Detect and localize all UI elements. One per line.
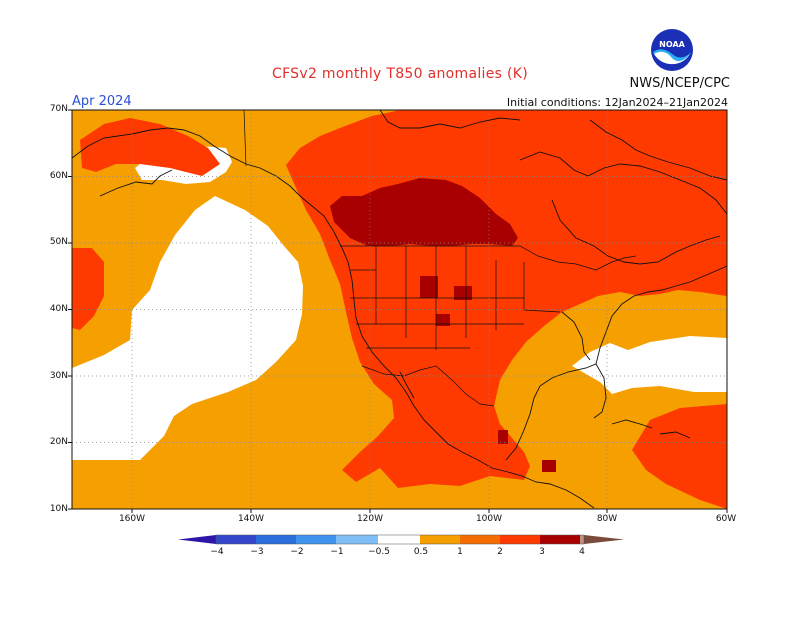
colorbar-label: 2 <box>497 547 503 557</box>
anomaly-region-1-2-atlantic <box>632 404 727 509</box>
lat-label-30n: 30N <box>49 371 68 381</box>
colorbar-label: 0.5 <box>413 547 429 557</box>
lat-label-40n: 40N <box>49 304 68 314</box>
colorbar <box>178 534 624 545</box>
colorbar-segment <box>296 535 336 544</box>
lon-label-160w: 160W <box>118 514 146 524</box>
anomaly-cell-2-3-a <box>420 276 438 298</box>
lat-label-10n: 10N <box>49 504 68 514</box>
colorbar-label: −4 <box>210 547 224 557</box>
lon-label-80w: 80W <box>596 514 618 524</box>
svg-text:NOAA: NOAA <box>659 40 685 49</box>
anomaly-cell-2-3-b <box>454 286 472 300</box>
initial-conditions: Initial conditions: 12Jan2024–21Jan2024 <box>506 96 728 109</box>
anomaly-cell-2-3-d <box>542 460 556 472</box>
colorbar-segment <box>500 535 540 544</box>
colorbar-segment <box>420 535 460 544</box>
anomaly-cell-2-3-c <box>436 314 450 326</box>
borders <box>243 110 637 407</box>
map-title: CFSv2 monthly T850 anomalies (K) <box>272 66 528 82</box>
lon-label-120w: 120W <box>356 514 384 524</box>
colorbar-label: −0.5 <box>368 547 390 557</box>
grid-lines <box>72 110 727 509</box>
colorbar-arrow-high <box>584 535 624 544</box>
anomaly-region-neutral-pacific <box>72 196 303 460</box>
colorbar-segment <box>216 535 256 544</box>
colorbar-label: −2 <box>290 547 304 557</box>
colorbar-arrow-low <box>178 535 216 544</box>
colorbar-segment <box>580 535 584 544</box>
colorbar-label: −3 <box>250 547 264 557</box>
org-label: NWS/NCEP/CPC <box>629 76 730 91</box>
coastlines <box>72 110 727 509</box>
colorbar-label: 4 <box>579 547 585 557</box>
lat-label-60n: 60N <box>49 171 68 181</box>
lat-label-20n: 20N <box>49 437 68 447</box>
colorbar-segment <box>378 535 420 544</box>
axis-ticks <box>68 109 728 513</box>
colorbar-segment <box>336 535 378 544</box>
colorbar-segment <box>460 535 500 544</box>
colorbar-label: 3 <box>539 547 545 557</box>
lat-label-70n: 70N <box>49 104 68 114</box>
lat-label-50n: 50N <box>49 237 68 247</box>
anomaly-region-neutral-southeast <box>572 336 727 394</box>
lon-label-140w: 140W <box>237 514 265 524</box>
colorbar-label: 1 <box>457 547 463 557</box>
lon-label-100w: 100W <box>475 514 503 524</box>
colorbar-segment <box>540 535 580 544</box>
colorbar-label: −1 <box>330 547 344 557</box>
colorbar-segment <box>256 535 296 544</box>
noaa-logo: NOAA <box>651 29 693 71</box>
colorbar-frame <box>215 534 585 545</box>
lon-label-60w: 60W <box>715 514 737 524</box>
forecast-month: Apr 2024 <box>72 94 132 109</box>
anomaly-region-1-2-gulf-of-alaska <box>80 118 220 176</box>
anomaly-region-2-3-canada <box>330 178 518 246</box>
anomaly-cell-2-3-e <box>498 430 508 444</box>
